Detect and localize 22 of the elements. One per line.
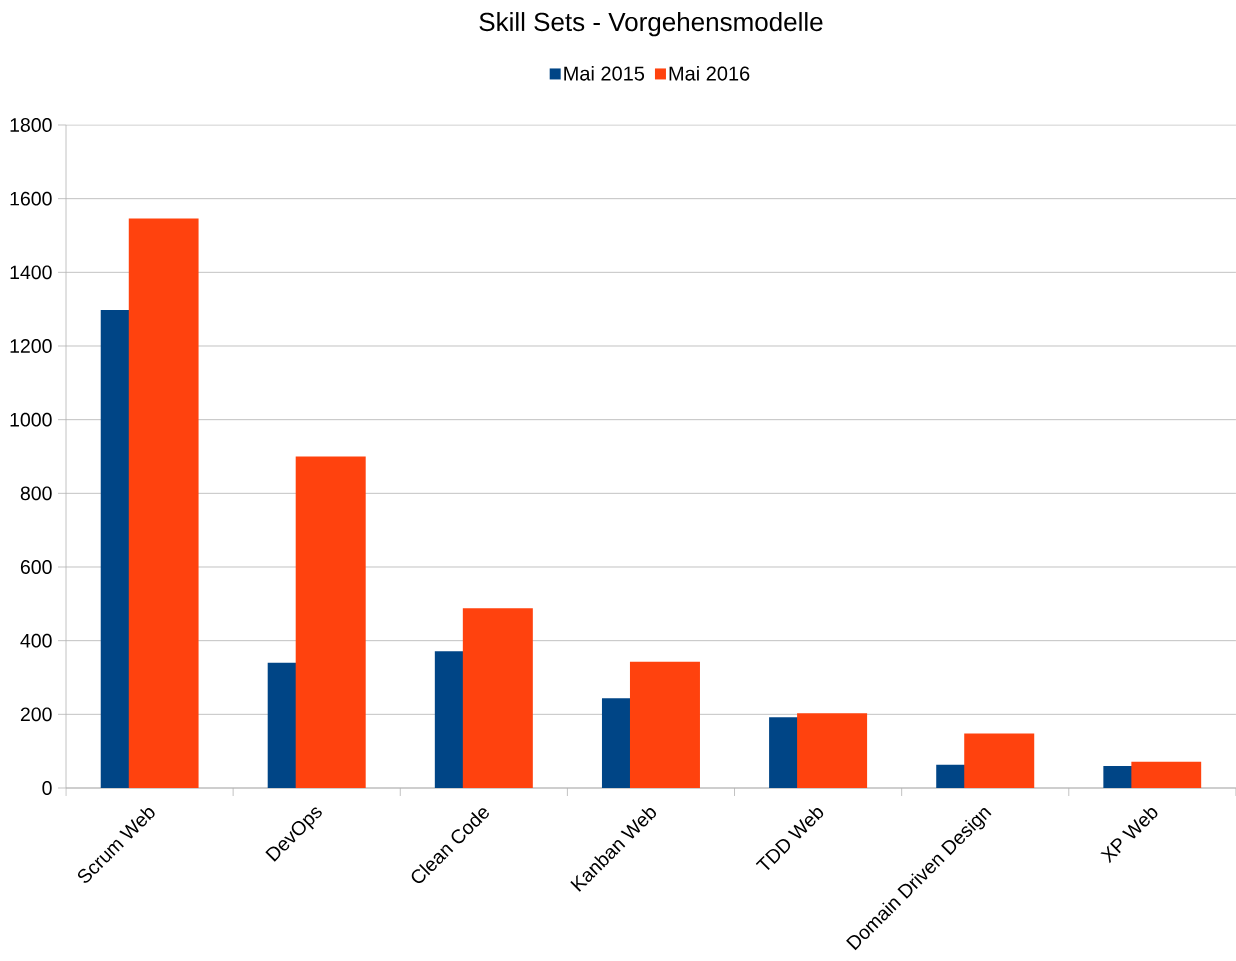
bar xyxy=(1131,761,1202,788)
y-tick-label: 1200 xyxy=(10,339,52,353)
x-tick-label: TDD Web xyxy=(755,808,824,871)
y-tick-label: 800 xyxy=(20,486,52,501)
bar xyxy=(629,661,700,788)
bar xyxy=(295,456,366,788)
legend-label: Mai 2015 xyxy=(564,65,645,81)
y-tick-label: 200 xyxy=(20,707,52,722)
bar xyxy=(128,218,199,788)
y-tick-label: 1400 xyxy=(10,265,52,280)
chart-title: Skill Sets - Vorgehensmodelle xyxy=(479,12,823,37)
legend-label: Mai 2016 xyxy=(669,65,750,81)
bar xyxy=(797,713,868,788)
y-tick-label: 1800 xyxy=(10,118,52,132)
bar xyxy=(964,733,1035,788)
y-tick-label: 1000 xyxy=(10,412,52,427)
x-tick-label: XP Web xyxy=(1100,808,1158,864)
y-tick-label: 1600 xyxy=(10,191,52,206)
bar xyxy=(462,608,533,788)
y-tick-label: 600 xyxy=(20,560,52,574)
y-tick-label: 0 xyxy=(42,781,52,795)
y-tick-label: 400 xyxy=(20,633,52,648)
